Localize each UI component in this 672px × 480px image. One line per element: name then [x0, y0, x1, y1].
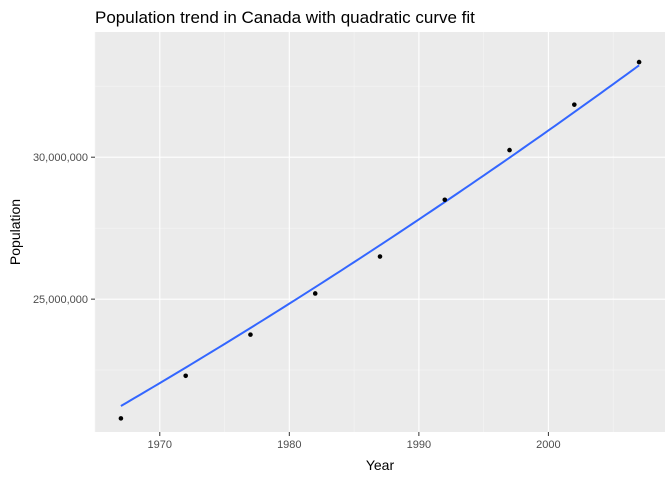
x-axis: 1970 1980 1990 2000	[148, 432, 561, 451]
y-tick-label: 30,000,000	[33, 152, 88, 164]
x-tick-label: 1970	[148, 439, 172, 451]
x-tick-label: 1980	[277, 439, 301, 451]
data-point	[312, 291, 318, 296]
data-point	[636, 59, 642, 65]
chart-title: Population trend in Canada with quadrati…	[95, 8, 475, 27]
data-point	[442, 197, 448, 203]
fit-line	[120, 64, 640, 407]
y-axis: 25,000,000 30,000,000	[33, 152, 95, 306]
y-tick-label: 25,000,000	[33, 294, 88, 306]
data-point	[572, 102, 577, 107]
x-tick-label: 1990	[407, 439, 431, 451]
x-axis-title: Year	[366, 457, 395, 473]
plot-panel	[95, 32, 665, 432]
data-point	[118, 416, 124, 421]
grid-minor	[94, 32, 665, 432]
data-point	[507, 147, 512, 153]
x-tick-label: 2000	[536, 439, 560, 451]
grid-major	[95, 32, 665, 432]
fit-layer	[120, 64, 640, 407]
data-point	[248, 332, 253, 337]
points-layer	[118, 59, 642, 421]
y-axis-title: Population	[7, 199, 23, 265]
data-point	[377, 254, 383, 259]
data-point	[183, 373, 188, 379]
